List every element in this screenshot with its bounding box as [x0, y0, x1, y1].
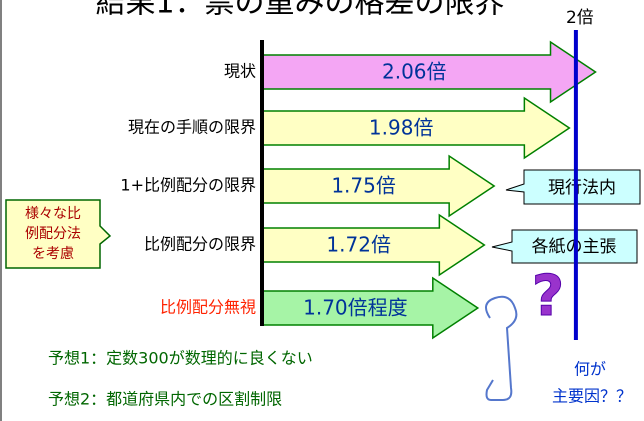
category-label: 比例配分無視: [160, 298, 256, 317]
value-label: 2.06倍: [382, 60, 447, 84]
value-label: 1.72倍: [326, 233, 391, 257]
question-text: 主要因？？: [552, 387, 632, 406]
value-label: 1.75倍: [331, 174, 396, 198]
callout: 現行法内: [548, 178, 616, 198]
note: 予想1：定数300が数理的に良くない: [48, 349, 313, 368]
side-note: 例配分法: [25, 226, 81, 242]
chart-title: 結果1：票の重みの格差の限界: [95, 0, 504, 21]
category-label: 現在の手順の限界: [128, 118, 256, 137]
category-label: 現状: [224, 62, 256, 81]
question-mark-icon: ?: [532, 264, 564, 329]
value-label: 1.98倍: [369, 116, 434, 140]
note: 予想2：都道府県内での区割制限: [48, 390, 282, 409]
category-label: 1+比例配分の限界: [120, 176, 256, 195]
value-label: 1.70倍程度: [303, 296, 408, 320]
question-text: 何が: [574, 360, 606, 379]
chart: 結果1：票の重みの格差の限界 様々な比 例配分法 を考慮 現行法内 各紙の主張 …: [0, 0, 644, 421]
side-note: 様々な比: [25, 206, 81, 222]
category-label: 比例配分の限界: [144, 235, 256, 254]
side-note: を考慮: [32, 246, 74, 262]
x-tick-label: 2倍: [566, 8, 594, 28]
